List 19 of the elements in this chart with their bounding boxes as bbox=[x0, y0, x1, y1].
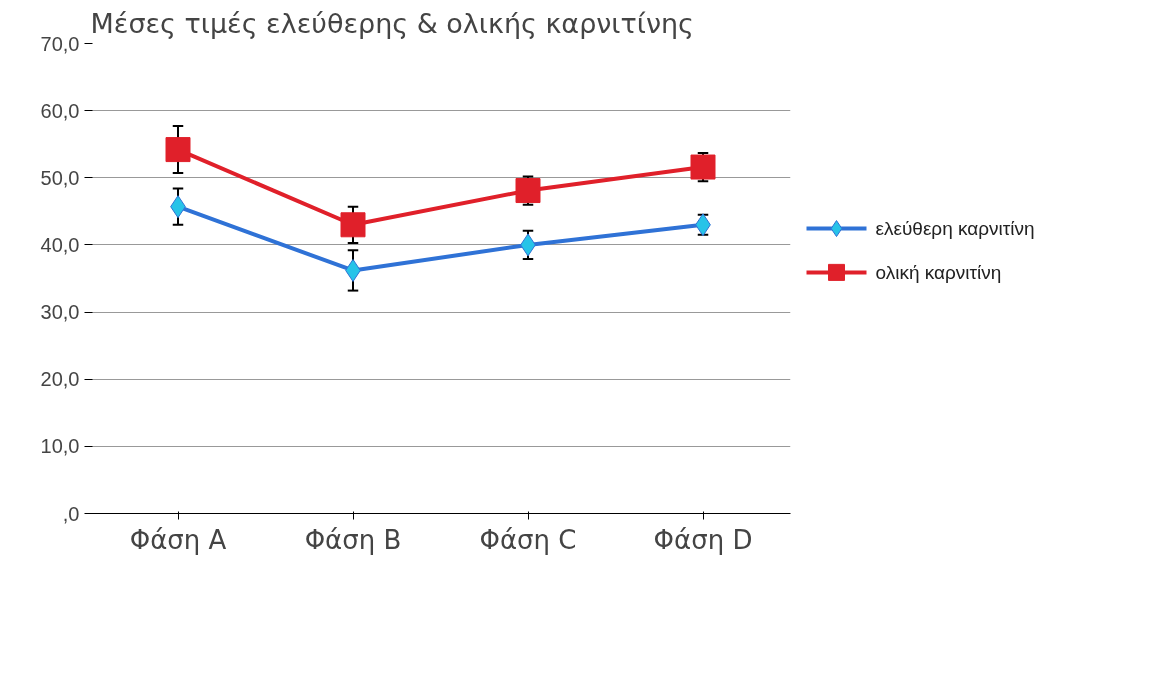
chart-title: Μέσες τιμές ελεύθερης & ολικής καρνιτίνης bbox=[90, 7, 694, 39]
legend-label: ελεύθερη καρνιτίνη bbox=[875, 218, 1035, 240]
y-tick-label: 10,0 bbox=[40, 435, 80, 458]
point bbox=[165, 137, 191, 163]
x-tick-label: Φάση B bbox=[304, 524, 402, 555]
point bbox=[690, 154, 716, 180]
y-tick-label: 50,0 bbox=[40, 166, 80, 189]
x-tick-label: Φάση D bbox=[653, 524, 753, 555]
y-tick-label: ,0 bbox=[62, 502, 80, 525]
y-tick-label: 40,0 bbox=[40, 233, 80, 256]
legend-label: ολική καρνιτίνη bbox=[875, 261, 1002, 283]
y-tick-label: 60,0 bbox=[40, 99, 80, 122]
x-tick-label: Φάση A bbox=[129, 524, 227, 555]
point bbox=[340, 212, 366, 238]
y-tick-label: 30,0 bbox=[40, 301, 80, 324]
y-tick-label: 20,0 bbox=[40, 368, 80, 391]
point bbox=[515, 178, 541, 204]
x-tick-label: Φάση C bbox=[479, 524, 577, 555]
y-tick-label: 70,0 bbox=[40, 32, 80, 55]
